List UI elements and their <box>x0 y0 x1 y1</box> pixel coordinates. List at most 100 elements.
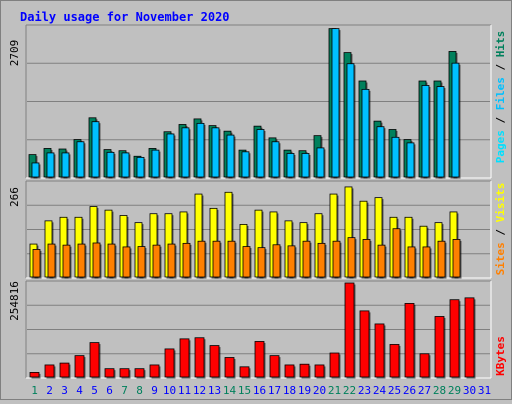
files-bar <box>91 121 100 178</box>
sites-bar <box>377 244 386 278</box>
x-tick-label: 10 <box>163 384 176 397</box>
sites-bar <box>272 244 281 278</box>
sites-bar <box>212 240 221 278</box>
kbytes-bar <box>239 366 250 378</box>
kbytes-bar <box>134 368 145 378</box>
files-bar <box>361 88 370 178</box>
series-label-pages: Pages <box>494 130 507 163</box>
y-max-label: 266 <box>8 187 21 207</box>
kbytes-bar <box>314 364 325 378</box>
files-bar <box>211 127 220 178</box>
series-label-hits: Hits <box>494 31 507 58</box>
kbytes-bar <box>209 345 220 378</box>
sites-bar <box>122 246 131 278</box>
files-bar <box>331 28 340 178</box>
files-bar <box>106 151 115 178</box>
x-tick-label: 20 <box>313 384 326 397</box>
files-bar <box>196 122 205 178</box>
sites-bar <box>332 240 341 278</box>
sites-bar <box>317 242 326 278</box>
series-label-sites: Sites <box>494 242 507 275</box>
files-bar <box>391 136 400 178</box>
kbytes-bar <box>89 342 100 378</box>
x-tick-label: 7 <box>121 384 128 397</box>
x-tick-label: 16 <box>253 384 266 397</box>
x-tick-label: 25 <box>388 384 401 397</box>
kbytes-bar <box>74 355 85 378</box>
kbytes-bar <box>344 282 355 378</box>
series-label-kbytes: KBytes <box>494 336 507 376</box>
files-bar <box>301 153 310 178</box>
x-tick-label: 1 <box>31 384 38 397</box>
kbytes-bar <box>194 337 205 378</box>
sites-bar <box>227 240 236 278</box>
x-tick-label: 15 <box>238 384 251 397</box>
files-bar <box>61 152 70 178</box>
sites-bar <box>62 244 71 278</box>
files-bar <box>256 129 265 178</box>
kbytes-bar <box>224 357 235 378</box>
sites-bar <box>152 244 161 278</box>
files-bar <box>136 156 145 178</box>
files-bar <box>151 149 160 178</box>
sites-bar <box>437 240 446 278</box>
kbytes-bar <box>119 368 130 378</box>
kbytes-bar <box>29 372 40 378</box>
kbytes-bar <box>269 355 280 378</box>
x-tick-label: 27 <box>418 384 431 397</box>
series-label-visits: Visits <box>494 183 507 223</box>
x-tick-label: 2 <box>46 384 53 397</box>
y-max-label: 254816 <box>8 281 21 321</box>
sites-bar <box>302 240 311 278</box>
sites-bar <box>242 246 251 278</box>
x-tick-label: 28 <box>433 384 446 397</box>
kbytes-bar <box>449 299 460 378</box>
sites-bar <box>407 246 416 278</box>
y-max-label: 2709 <box>8 40 21 67</box>
x-tick-label: 29 <box>448 384 461 397</box>
sites-bar <box>167 243 176 278</box>
sites-bar <box>287 245 296 278</box>
kbytes-bar <box>359 310 370 378</box>
x-tick-label: 9 <box>151 384 158 397</box>
kbytes-bar <box>419 353 430 378</box>
sites-bar <box>422 246 431 278</box>
series-label-files: Files <box>494 77 507 110</box>
kbytes-bar <box>329 352 340 378</box>
chart-title: Daily usage for November 2020 <box>20 10 230 24</box>
x-tick-label: 4 <box>76 384 83 397</box>
files-bar <box>46 152 55 178</box>
sites-bar <box>137 246 146 278</box>
files-bar <box>76 141 85 178</box>
files-bar <box>271 141 280 178</box>
x-tick-label: 6 <box>106 384 113 397</box>
sites-bar <box>92 242 101 278</box>
kbytes-bar <box>254 341 265 378</box>
kbytes-bar <box>44 364 55 378</box>
sites-bar <box>77 243 86 278</box>
sites-bar <box>182 242 191 278</box>
sites-bar <box>32 249 41 278</box>
files-bar <box>226 134 235 178</box>
hits-panel-legend: Pages / Files / Hits <box>494 31 507 164</box>
kbytes-bar <box>434 316 445 378</box>
x-tick-label: 23 <box>358 384 371 397</box>
x-tick-label: 17 <box>268 384 281 397</box>
kbytes-bar <box>59 362 70 378</box>
x-tick-label: 18 <box>283 384 296 397</box>
x-tick-label: 21 <box>328 384 341 397</box>
files-bar <box>241 151 250 178</box>
x-tick-label: 30 <box>463 384 476 397</box>
sites-bar <box>197 240 206 278</box>
x-tick-label: 31 <box>478 384 491 397</box>
files-bar <box>451 62 460 178</box>
sites-bar <box>392 228 401 278</box>
files-bar <box>436 86 445 178</box>
x-tick-label: 5 <box>91 384 98 397</box>
files-bar <box>346 63 355 178</box>
kbytes-bar <box>374 323 385 378</box>
kbytes-bar <box>464 297 475 378</box>
files-bar <box>286 153 295 178</box>
